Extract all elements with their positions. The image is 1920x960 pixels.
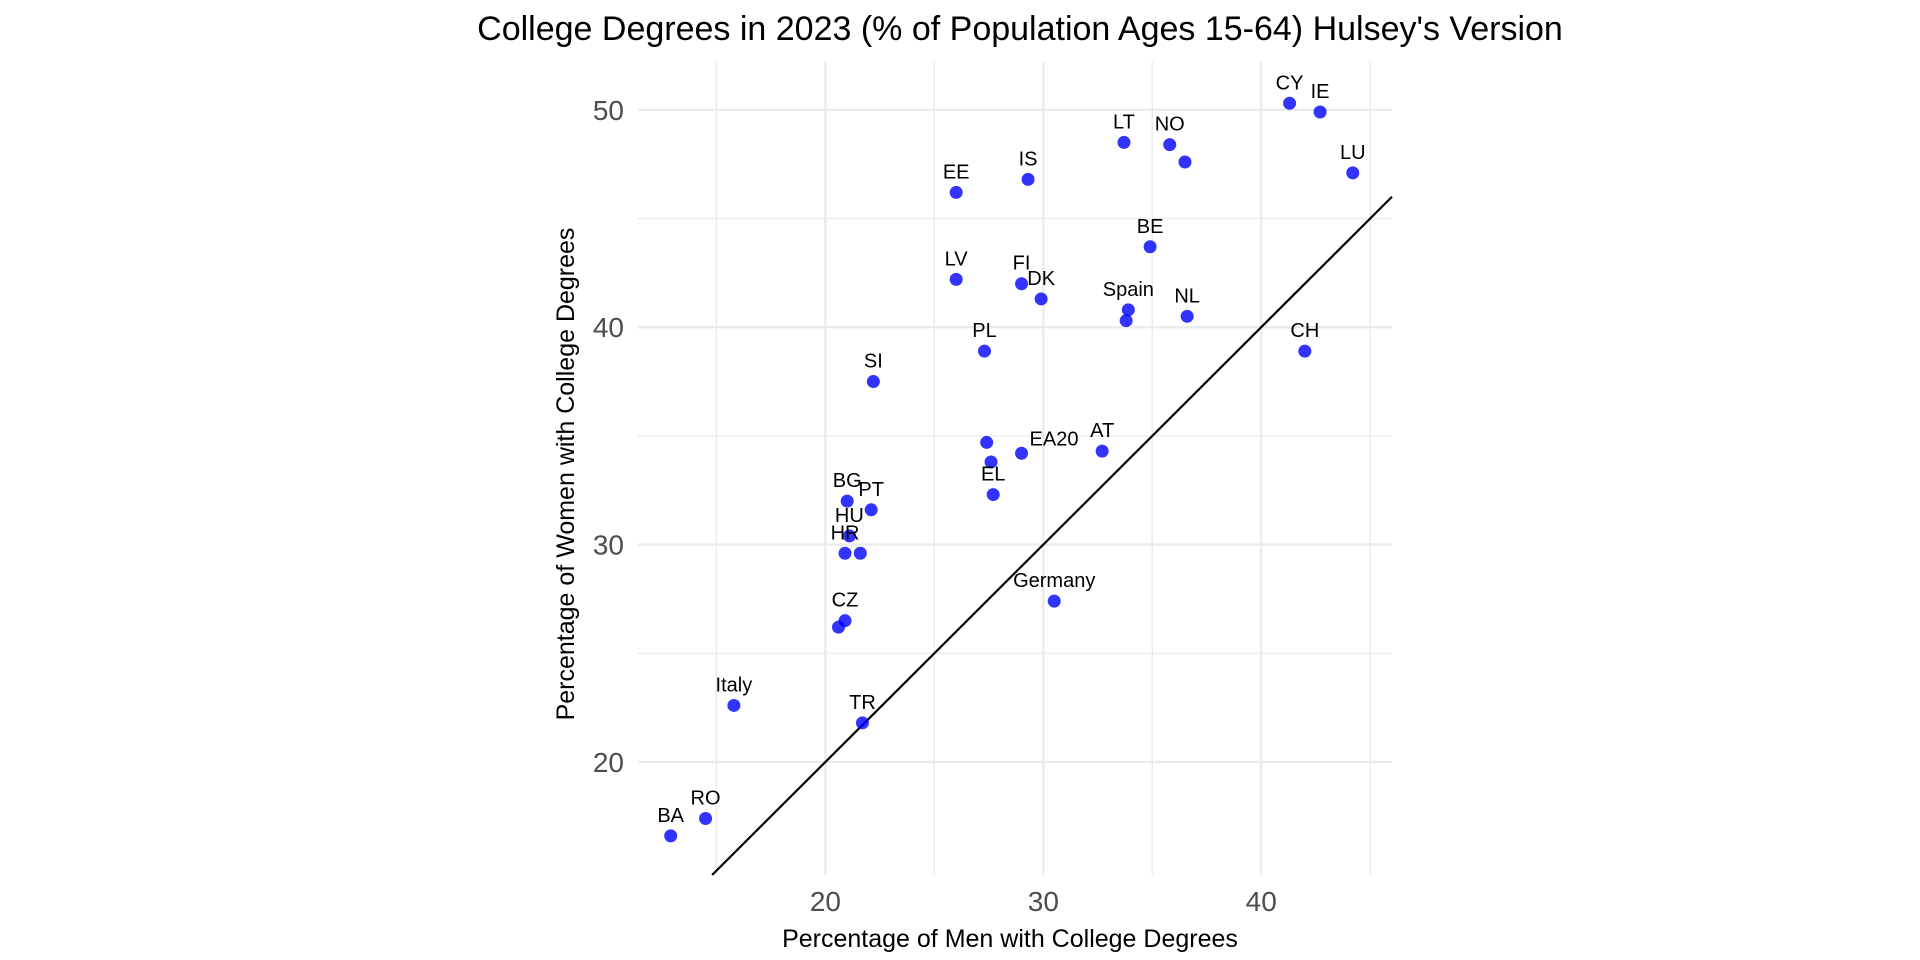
- point-label: SI: [864, 351, 883, 373]
- point-label: Spain: [1103, 279, 1154, 301]
- data-point: [864, 503, 878, 517]
- point-label: EE: [943, 161, 970, 183]
- point-label: EA20: [1030, 428, 1079, 450]
- point-label: CH: [1290, 320, 1319, 342]
- data-point: [866, 375, 880, 389]
- point-label: Germany: [1013, 570, 1095, 592]
- data-point: [1095, 444, 1109, 458]
- data-point: [842, 529, 856, 543]
- data-point: [664, 829, 678, 843]
- data-point: [1180, 309, 1194, 323]
- data-point: [984, 455, 998, 469]
- chart-title: College Degrees in 2023 (% of Population…: [477, 10, 1563, 48]
- point-label: CY: [1276, 72, 1304, 94]
- y-tick-label: 50: [593, 95, 624, 126]
- data-point: [1119, 314, 1133, 328]
- point-label: BA: [657, 805, 684, 827]
- point-label: LU: [1340, 142, 1366, 164]
- point-label: HU: [835, 505, 864, 527]
- x-tick-label: 40: [1246, 886, 1277, 917]
- point-label: EL: [981, 464, 1005, 486]
- data-point: [831, 620, 845, 634]
- y-axis-title: Percentage of Women with College Degrees: [552, 228, 580, 721]
- data-point: [1117, 135, 1131, 149]
- data-point: [855, 716, 869, 730]
- point-label: IE: [1311, 81, 1330, 103]
- y-tick-label: 30: [593, 530, 624, 561]
- data-point: [840, 494, 854, 508]
- point-label: NO: [1155, 114, 1185, 136]
- x-axis-title: Percentage of Men with College Degrees: [782, 925, 1238, 953]
- data-point: [838, 546, 852, 560]
- reference-line: [711, 195, 1393, 876]
- data-point: [1178, 155, 1192, 169]
- data-point: [1015, 277, 1029, 291]
- point-label: FI: [1013, 253, 1031, 275]
- grid: [638, 62, 1392, 875]
- x-tick-label: 20: [810, 886, 841, 917]
- point-label: PL: [972, 320, 996, 342]
- point-label: CZ: [832, 590, 859, 612]
- data-point: [986, 488, 1000, 502]
- y-tick-label: 20: [593, 747, 624, 778]
- data-point: [1047, 594, 1061, 608]
- data-point: [1021, 172, 1035, 186]
- data-point: [1163, 138, 1177, 152]
- point-label: IS: [1019, 148, 1038, 170]
- data-point: [977, 344, 991, 358]
- data-point: [1283, 96, 1297, 110]
- point-label: HR: [831, 522, 860, 544]
- data-point: [1015, 446, 1029, 460]
- point-label: NL: [1174, 285, 1200, 307]
- data-point: [949, 272, 963, 286]
- tick-labels-layer: 20 30 40 20 30 40 50: [593, 95, 1277, 917]
- point-label: LT: [1113, 111, 1135, 133]
- point-label: BE: [1137, 216, 1164, 238]
- data-point: [1121, 303, 1135, 317]
- point-label: TR: [849, 692, 876, 714]
- y-tick-label: 40: [593, 312, 624, 343]
- point-label: RO: [691, 787, 721, 809]
- data-point: [1346, 166, 1360, 180]
- points-layer: [664, 96, 1360, 843]
- data-point: [727, 698, 741, 712]
- x-tick-label: 30: [1028, 886, 1059, 917]
- point-label: AT: [1090, 420, 1114, 442]
- data-point: [853, 546, 867, 560]
- data-point: [699, 811, 713, 825]
- data-point: [949, 185, 963, 199]
- point-label: Italy: [716, 674, 753, 696]
- reference-line-layer: [711, 195, 1393, 876]
- point-label: LV: [945, 248, 969, 270]
- data-point: [1313, 105, 1327, 119]
- point-label: BG: [833, 470, 862, 492]
- data-point: [980, 435, 994, 449]
- point-label: PT: [858, 479, 884, 501]
- data-point: [1298, 344, 1312, 358]
- data-point: [1143, 240, 1157, 254]
- data-point: [1034, 292, 1048, 306]
- point-label: DK: [1027, 268, 1055, 290]
